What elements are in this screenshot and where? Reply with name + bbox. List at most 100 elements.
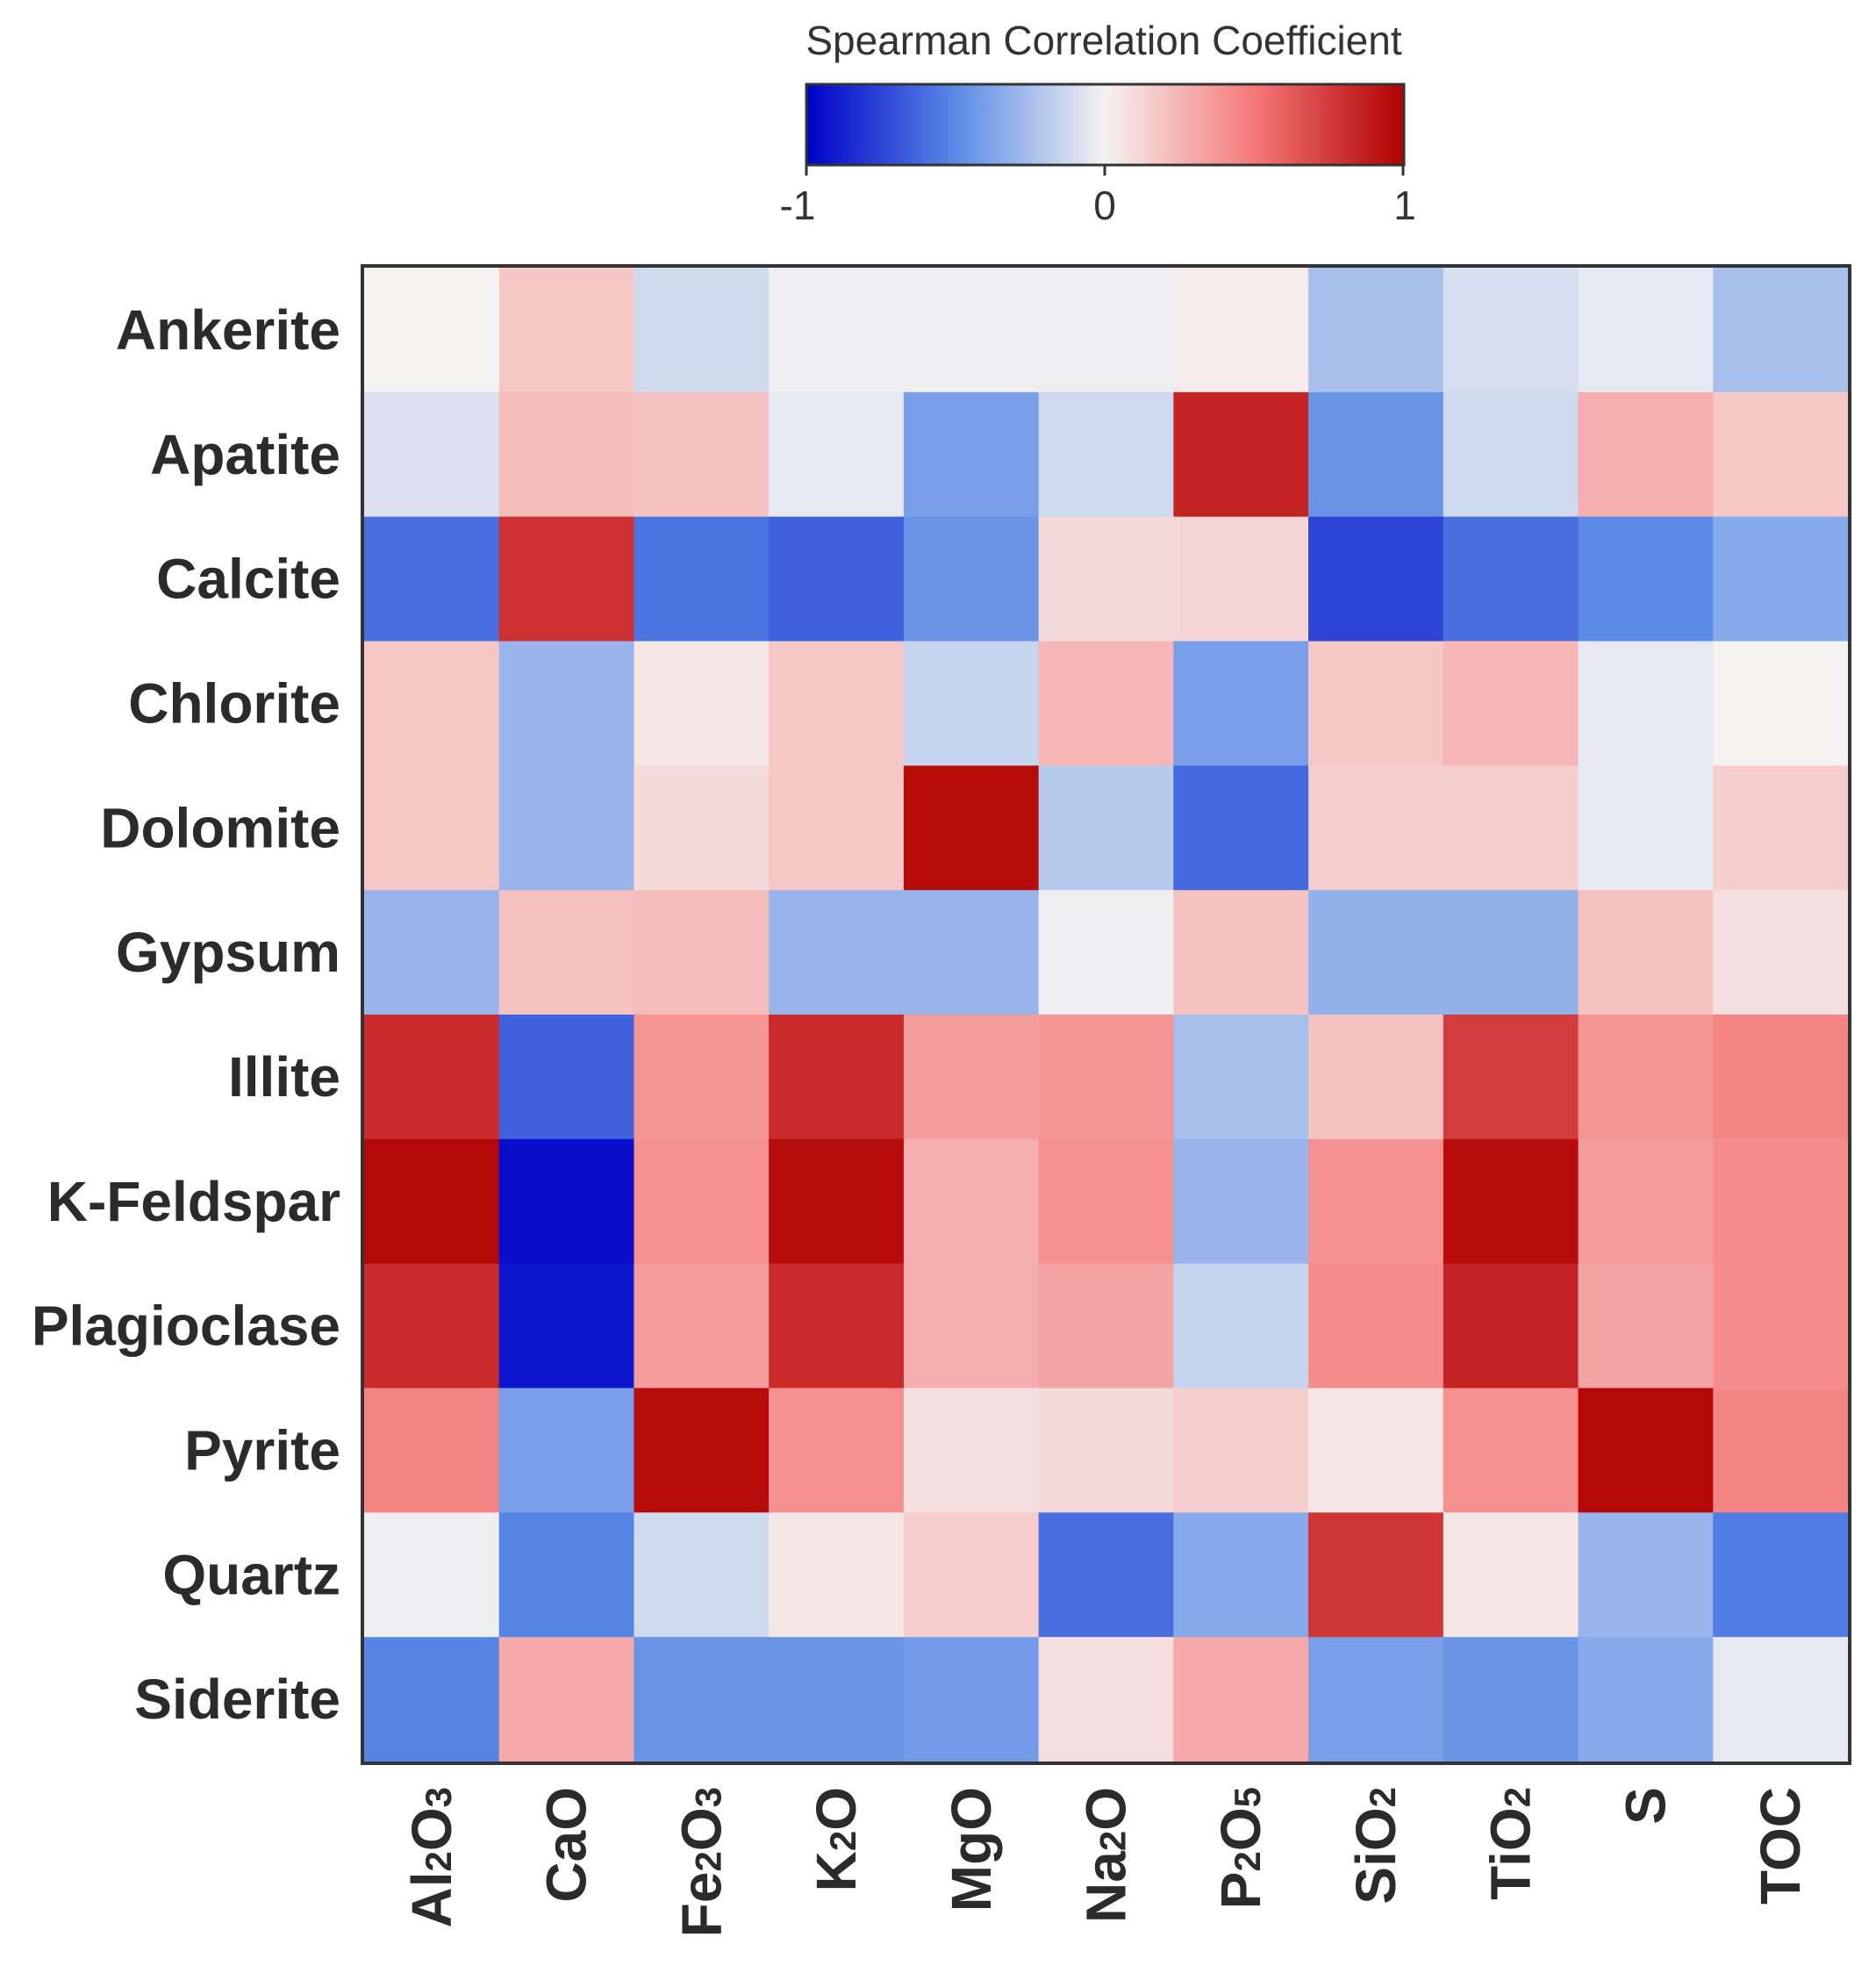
row-label: Dolomite: [100, 796, 340, 859]
heatmap-cell: [498, 1637, 635, 1762]
heatmap-cell: [364, 890, 500, 1015]
heatmap-cell: [1578, 1512, 1714, 1638]
column-label: Al2O3: [400, 1787, 463, 1928]
heatmap-cell: [769, 1015, 905, 1140]
column-label: SiO2: [1344, 1787, 1407, 1905]
heatmap-cell: [769, 765, 905, 891]
heatmap-cell: [1578, 641, 1714, 766]
heatmap-cell: [903, 1512, 1040, 1638]
heatmap-cell: [1578, 391, 1714, 518]
heatmap-cell: [498, 1263, 635, 1389]
heatmap-cell: [903, 641, 1040, 766]
column-label: Fe2O3: [669, 1787, 733, 1937]
heatmap-cell: [903, 1263, 1040, 1389]
heatmap-cell: [1308, 1388, 1444, 1513]
heatmap-cell: [1443, 890, 1579, 1015]
heatmap-cell: [1443, 391, 1579, 518]
heatmap-cell: [1308, 1512, 1444, 1638]
heatmap-cell: [1713, 890, 1849, 1015]
heatmap-cell: [1173, 890, 1309, 1015]
column-label: CaO: [535, 1787, 598, 1903]
heatmap-cell: [903, 516, 1040, 642]
heatmap-cell: [903, 268, 1040, 393]
heatmap-cell: [364, 516, 500, 642]
heatmap-cell: [1443, 1015, 1579, 1140]
heatmap-cell: [1173, 1512, 1309, 1638]
heatmap-cell: [498, 268, 635, 393]
heatmap-cell: [1578, 890, 1714, 1015]
row-label: Chlorite: [128, 671, 340, 735]
heatmap-cell: [498, 1388, 635, 1513]
heatmap-cell: [1713, 268, 1849, 393]
heatmap-cell: [903, 1637, 1040, 1762]
heatmap-cell: [634, 1637, 770, 1762]
heatmap-cell: [903, 765, 1040, 891]
heatmap-cell: [1173, 1138, 1309, 1265]
heatmap-cell: [634, 1015, 770, 1140]
row-label: Siderite: [134, 1668, 340, 1731]
heatmap-cell: [1578, 1015, 1714, 1140]
heatmap-cell: [1308, 1138, 1444, 1265]
heatmap-cell: [498, 1015, 635, 1140]
heatmap-cell: [634, 641, 770, 766]
row-label: Gypsum: [116, 921, 340, 984]
heatmap-cell: [498, 890, 635, 1015]
heatmap-cell: [1713, 641, 1849, 766]
column-label: TOC: [1749, 1787, 1812, 1905]
heatmap-cell: [1578, 516, 1714, 642]
heatmap-cell: [364, 1388, 500, 1513]
heatmap-cell: [1443, 1263, 1579, 1389]
heatmap-cell: [364, 1637, 500, 1762]
heatmap-cell: [1578, 1263, 1714, 1389]
heatmap-cell: [1713, 765, 1849, 891]
heatmap-cell: [1038, 391, 1174, 518]
heatmap-cell: [903, 890, 1040, 1015]
heatmap-cell: [1173, 1637, 1309, 1762]
heatmap-cell: [364, 1512, 500, 1638]
heatmap-cell: [1308, 641, 1444, 766]
heatmap-cell: [769, 890, 905, 1015]
heatmap-cell: [364, 391, 500, 518]
heatmap-cell: [364, 641, 500, 766]
heatmap-cell: [1038, 1138, 1174, 1265]
heatmap-cell: [1713, 516, 1849, 642]
heatmap-cell: [634, 765, 770, 891]
heatmap-cell: [1713, 1138, 1849, 1265]
heatmap-cell: [1038, 765, 1174, 891]
row-label: K-Feldspar: [47, 1170, 340, 1233]
heatmap-cell: [498, 765, 635, 891]
row-label: Calcite: [156, 548, 340, 611]
column-label: Na2O: [1075, 1787, 1138, 1923]
heatmap-cell: [1308, 516, 1444, 642]
colorbar-tick-zero: 0: [1093, 183, 1116, 228]
heatmap-cell: [1308, 1637, 1444, 1762]
heatmap-cell: [1578, 765, 1714, 891]
heatmap-cell: [634, 1138, 770, 1265]
heatmap-cell: [1443, 765, 1579, 891]
heatmap-cell: [1578, 1138, 1714, 1265]
row-label: Illite: [228, 1045, 340, 1109]
heatmap-cell: [1308, 1015, 1444, 1140]
heatmap-cell: [1038, 890, 1174, 1015]
heatmap-cell: [1173, 516, 1309, 642]
heatmap-cell: [1713, 391, 1849, 518]
heatmap-cell: [1443, 1637, 1579, 1762]
heatmap-cell: [1578, 1388, 1714, 1513]
heatmap-cell: [769, 516, 905, 642]
heatmap-cell: [364, 268, 500, 393]
heatmap-cell: [769, 1512, 905, 1638]
heatmap-cell: [1308, 890, 1444, 1015]
column-label: TiO2: [1479, 1787, 1543, 1900]
plot-frame: [361, 264, 1851, 1765]
colorbar-tick-max: 1: [1393, 183, 1416, 228]
column-label: K2O: [805, 1787, 868, 1891]
heatmap-cell: [1443, 1388, 1579, 1513]
heatmap-cell: [769, 1388, 905, 1513]
heatmap-cell: [1038, 1388, 1174, 1513]
heatmap-cell: [634, 1263, 770, 1389]
column-label: MgO: [940, 1787, 1003, 1912]
heatmap-cell: [634, 1512, 770, 1638]
heatmap-cell: [1578, 1637, 1714, 1762]
heatmap-cell: [1038, 1637, 1174, 1762]
heatmap-cell: [1443, 1512, 1579, 1638]
